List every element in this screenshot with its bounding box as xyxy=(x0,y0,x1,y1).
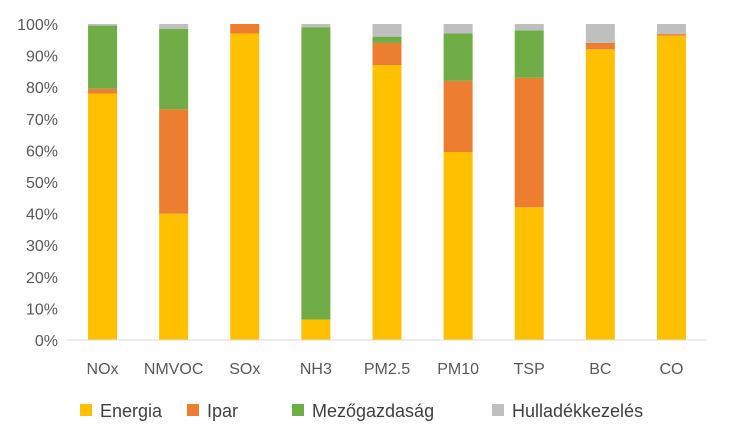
bar-segment xyxy=(372,24,402,37)
bar-segment xyxy=(656,24,686,35)
bar-segment xyxy=(230,24,260,34)
bar-segment xyxy=(443,33,473,81)
x-tick-label: PM2.5 xyxy=(364,361,410,378)
x-tick-label: NH3 xyxy=(300,361,332,378)
bar-segment xyxy=(443,80,473,152)
y-tick-label: 0% xyxy=(35,333,58,350)
bar-segment xyxy=(585,24,615,43)
legend-swatch xyxy=(80,404,92,416)
y-tick-label: 100% xyxy=(17,17,58,34)
bar-segment xyxy=(88,88,118,94)
y-tick-label: 10% xyxy=(26,301,58,318)
x-tick-label: NMVOC xyxy=(144,361,204,378)
bar-segment xyxy=(514,30,544,78)
bar-segment xyxy=(301,27,331,320)
bar-segment xyxy=(159,213,189,340)
y-tick-label: 60% xyxy=(26,143,58,160)
x-tick-label: CO xyxy=(659,361,683,378)
bar-segment xyxy=(443,24,473,34)
legend-swatch xyxy=(492,404,504,416)
y-tick-label: 50% xyxy=(26,175,58,192)
bar-segment xyxy=(514,24,544,31)
bar-segment xyxy=(230,33,260,340)
bar-segment xyxy=(301,24,331,28)
legend-label: Ipar xyxy=(207,401,238,421)
legend: Energia Ipar Mezőgazdaság Hulladékkezelés xyxy=(80,401,643,421)
bar-segment xyxy=(88,93,118,341)
legend-label: Hulladékkezelés xyxy=(512,401,643,421)
bar-segment xyxy=(88,25,118,89)
bar-segment xyxy=(585,49,615,340)
y-tick-label: 70% xyxy=(26,112,58,129)
x-tick-label: NOx xyxy=(87,361,119,378)
y-tick-label: 30% xyxy=(26,238,58,255)
legend-label: Mezőgazdaság xyxy=(312,401,434,421)
y-tick-label: 20% xyxy=(26,270,58,287)
bar-segment xyxy=(88,24,118,26)
x-tick-label: TSP xyxy=(514,361,545,378)
bar-segment xyxy=(514,77,544,208)
legend-swatch xyxy=(292,404,304,416)
y-axis: 0% 10% 20% 30% 40% 50% 60% 70% 80% 90% 100% xyxy=(17,17,58,350)
y-tick-label: 90% xyxy=(26,49,58,66)
bars xyxy=(88,24,686,341)
y-tick-label: 40% xyxy=(26,207,58,224)
bar-segment xyxy=(159,109,189,214)
bar-segment xyxy=(443,151,473,340)
bar-segment xyxy=(372,65,402,340)
bar-segment xyxy=(372,36,402,43)
bar-segment xyxy=(656,34,686,36)
bar-segment xyxy=(159,28,189,110)
bar-segment xyxy=(585,42,615,50)
legend-label: Energia xyxy=(100,401,163,421)
bar-segment xyxy=(372,42,402,66)
bar-segment xyxy=(301,319,331,340)
y-tick-label: 80% xyxy=(26,80,58,97)
legend-swatch xyxy=(187,404,199,416)
x-axis: NOx NMVOC SOx NH3 PM2.5 PM10 TSP BC CO xyxy=(87,361,684,378)
bar-segment xyxy=(514,207,544,340)
x-tick-label: PM10 xyxy=(437,361,479,378)
x-tick-label: BC xyxy=(589,361,611,378)
bar-segment xyxy=(159,24,189,29)
x-tick-label: SOx xyxy=(229,361,260,378)
bar-segment xyxy=(656,35,686,340)
